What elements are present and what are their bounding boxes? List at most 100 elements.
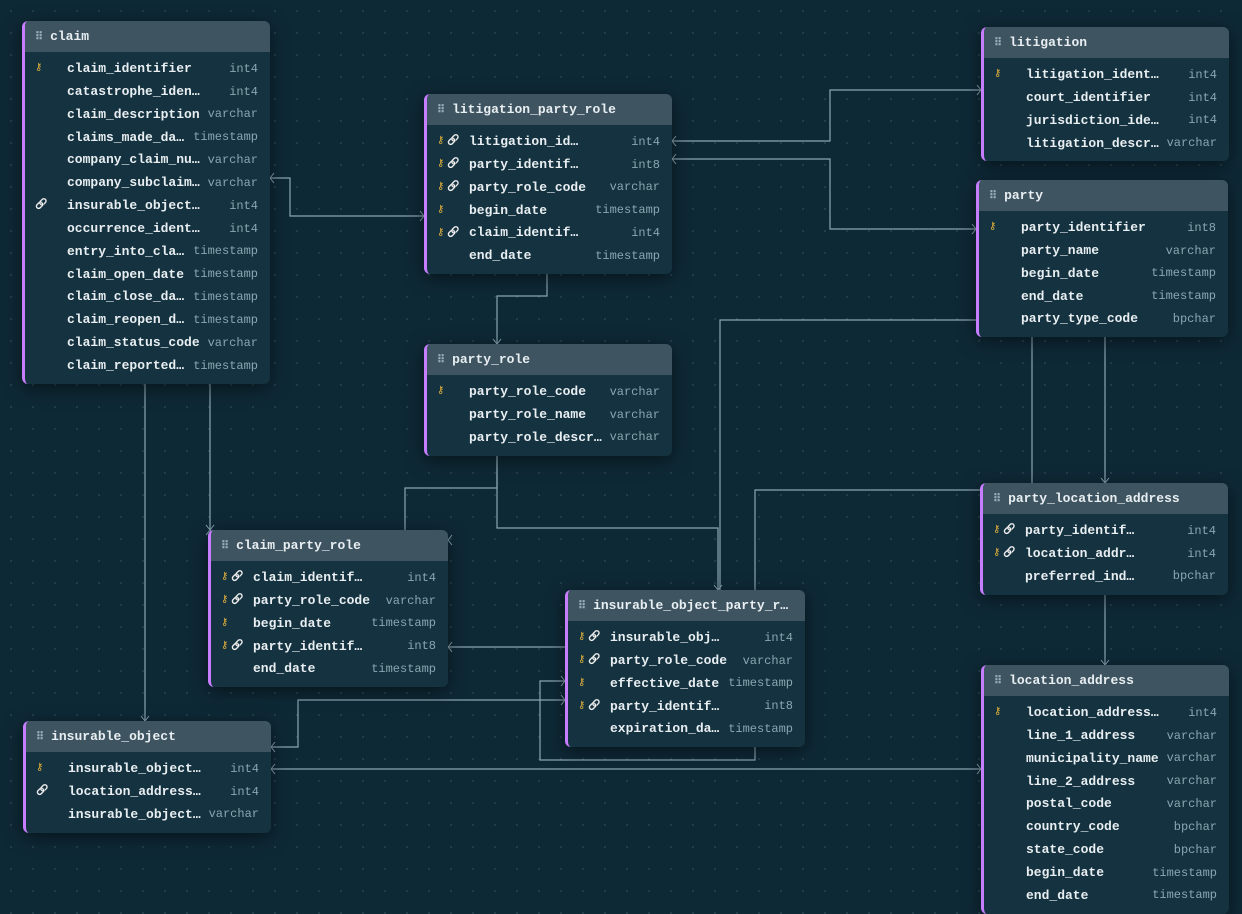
column-row[interactable]: line_2_addressvarchar [984, 771, 1229, 794]
column-row[interactable]: claim_close_datetimestamp [25, 286, 270, 309]
table-party_location_address[interactable]: ⠿party_location_address ⚷🔗party_identif…i… [980, 483, 1228, 595]
column-row[interactable]: line_1_addressvarchar [984, 725, 1229, 748]
column-row[interactable]: claim_open_datetimestamp [25, 264, 270, 287]
column-row[interactable]: claim_status_codevarchar [25, 332, 270, 355]
drag-handle-icon[interactable]: ⠿ [36, 730, 43, 744]
column-row[interactable]: ⚷🔗party_role_codevarchar [568, 650, 805, 673]
table-litigation_party_role[interactable]: ⠿litigation_party_role ⚷🔗litigation_id…in… [424, 94, 672, 274]
column-row[interactable]: ⚷🔗litigation_id…int4 [427, 131, 672, 154]
table-party[interactable]: ⠿party ⚷party_identifierint8party_namevar… [976, 180, 1228, 337]
drag-handle-icon[interactable]: ⠿ [437, 353, 444, 367]
column-type: int4 [764, 630, 793, 647]
table-header[interactable]: ⠿litigation_party_role [427, 94, 672, 125]
column-row[interactable]: end_datetimestamp [979, 286, 1228, 309]
drag-handle-icon[interactable]: ⠿ [989, 189, 996, 203]
column-row[interactable]: occurrence_ident…int4 [25, 218, 270, 241]
column-type: int8 [764, 698, 793, 715]
column-row[interactable]: company_claim_nu…varchar [25, 149, 270, 172]
column-icons: ⚷ [36, 762, 62, 777]
column-row[interactable]: end_datetimestamp [984, 885, 1229, 908]
column-row[interactable]: catastrophe_iden…int4 [25, 81, 270, 104]
column-row[interactable]: ⚷effective_datetimestamp [568, 673, 805, 696]
column-row[interactable]: claim_reported_d…timestamp [25, 355, 270, 378]
column-row[interactable]: begin_datetimestamp [984, 862, 1229, 885]
column-row[interactable]: company_subclaim…varchar [25, 172, 270, 195]
column-row[interactable]: ⚷🔗party_identif…int8 [211, 636, 448, 659]
table-insurable_object[interactable]: ⠿insurable_object ⚷insurable_object…int4🔗… [23, 721, 271, 833]
column-row[interactable]: ⚷🔗party_identif…int8 [568, 696, 805, 719]
drag-handle-icon[interactable]: ⠿ [578, 599, 585, 613]
column-row[interactable]: jurisdiction_ide…int4 [984, 110, 1229, 133]
column-row[interactable]: state_codebpchar [984, 839, 1229, 862]
table-header[interactable]: ⠿party_location_address [983, 483, 1228, 514]
table-header[interactable]: ⠿party_role [427, 344, 672, 375]
table-header[interactable]: ⠿insurable_object_party_r… [568, 590, 805, 621]
drag-handle-icon[interactable]: ⠿ [35, 30, 42, 44]
column-type: varchar [209, 806, 259, 823]
column-row[interactable]: ⚷claim_identifierint4 [25, 58, 270, 81]
drag-handle-icon[interactable]: ⠿ [994, 674, 1001, 688]
drag-handle-icon[interactable]: ⠿ [993, 492, 1000, 506]
column-row[interactable]: preferred_ind…bpchar [983, 566, 1228, 589]
column-row[interactable]: party_role_descr…varchar [427, 427, 672, 450]
column-row[interactable]: expiration_datetimestamp [568, 718, 805, 741]
column-row[interactable]: ⚷🔗claim_identif…int4 [427, 222, 672, 245]
column-row[interactable]: ⚷party_identifierint8 [979, 217, 1228, 240]
table-claim_party_role[interactable]: ⠿claim_party_role⚷🔗claim_identif…int4⚷🔗p… [208, 530, 448, 687]
column-name: claim_identif… [469, 224, 625, 243]
column-row[interactable]: party_namevarchar [979, 240, 1228, 263]
column-row[interactable]: end_datetimestamp [211, 658, 448, 681]
column-name: claim_close_date [67, 288, 187, 307]
column-name: party_role_descr… [469, 429, 604, 448]
column-row[interactable]: 🔗insurable_object…int4 [25, 195, 270, 218]
column-row[interactable]: insurable_object…varchar [26, 804, 271, 827]
column-icons: ⚷🔗 [221, 594, 247, 609]
column-row[interactable]: ⚷litigation_ident…int4 [984, 64, 1229, 87]
column-row[interactable]: ⚷location_address…int4 [984, 702, 1229, 725]
table-claim[interactable]: ⠿claim ⚷claim_identifierint4catastrophe_i… [22, 21, 270, 384]
column-row[interactable]: claims_made_datetimestamp [25, 127, 270, 150]
table-header[interactable]: ⠿claim_party_role [211, 530, 448, 561]
column-row[interactable]: court_identifierint4 [984, 87, 1229, 110]
table-title: location_address [1009, 673, 1134, 688]
column-row[interactable]: party_type_codebpchar [979, 308, 1228, 331]
column-row[interactable]: ⚷🔗party_role_codevarchar [211, 590, 448, 613]
table-header[interactable]: ⠿claim [25, 21, 270, 52]
table-litigation[interactable]: ⠿litigation ⚷litigation_ident…int4court_i… [981, 27, 1229, 161]
table-party_role[interactable]: ⠿party_role⚷party_role_codevarcharparty_… [424, 344, 672, 456]
table-header[interactable]: ⠿insurable_object [26, 721, 271, 752]
column-icons: ⚷🔗 [437, 135, 463, 150]
column-row[interactable]: ⚷🔗party_identif…int4 [983, 520, 1228, 543]
column-row[interactable]: ⚷🔗insurable_obj…int4 [568, 627, 805, 650]
column-name: state_code [1026, 841, 1168, 860]
column-row[interactable]: litigation_descr…varchar [984, 133, 1229, 156]
column-row[interactable]: ⚷begin_datetimestamp [211, 613, 448, 636]
column-icons: ⚷🔗 [578, 631, 604, 646]
table-insurable_object_party_role[interactable]: ⠿insurable_object_party_r… ⚷🔗insurable_ob… [565, 590, 805, 747]
column-row[interactable]: ⚷begin_datetimestamp [427, 200, 672, 223]
column-row[interactable]: end_datetimestamp [427, 245, 672, 268]
drag-handle-icon[interactable]: ⠿ [994, 36, 1001, 50]
column-row[interactable]: ⚷party_role_codevarchar [427, 381, 672, 404]
column-row[interactable]: claim_descriptionvarchar [25, 104, 270, 127]
column-row[interactable]: ⚷🔗location_addr…int4 [983, 543, 1228, 566]
column-row[interactable]: begin_datetimestamp [979, 263, 1228, 286]
drag-handle-icon[interactable]: ⠿ [437, 103, 444, 117]
column-row[interactable]: country_codebpchar [984, 816, 1229, 839]
column-row[interactable]: ⚷🔗party_identif…int8 [427, 154, 672, 177]
table-location_address[interactable]: ⠿location_address⚷location_address…int4l… [981, 665, 1229, 914]
table-header[interactable]: ⠿party [979, 180, 1228, 211]
column-row[interactable]: entry_into_claim…timestamp [25, 241, 270, 264]
column-name: party_role_code [253, 592, 380, 611]
table-header[interactable]: ⠿ location_address [984, 665, 1229, 696]
column-row[interactable]: ⚷insurable_object…int4 [26, 758, 271, 781]
drag-handle-icon[interactable]: ⠿ [221, 539, 228, 553]
column-row[interactable]: 🔗location_address…int4 [26, 781, 271, 804]
table-header[interactable]: ⠿litigation [984, 27, 1229, 58]
column-row[interactable]: ⚷🔗party_role_codevarchar [427, 177, 672, 200]
column-row[interactable]: municipality_namevarchar [984, 748, 1229, 771]
column-row[interactable]: claim_reopen_datetimestamp [25, 309, 270, 332]
column-row[interactable]: ⚷🔗claim_identif…int4 [211, 567, 448, 590]
column-row[interactable]: postal_codevarchar [984, 793, 1229, 816]
column-row[interactable]: party_role_namevarchar [427, 404, 672, 427]
